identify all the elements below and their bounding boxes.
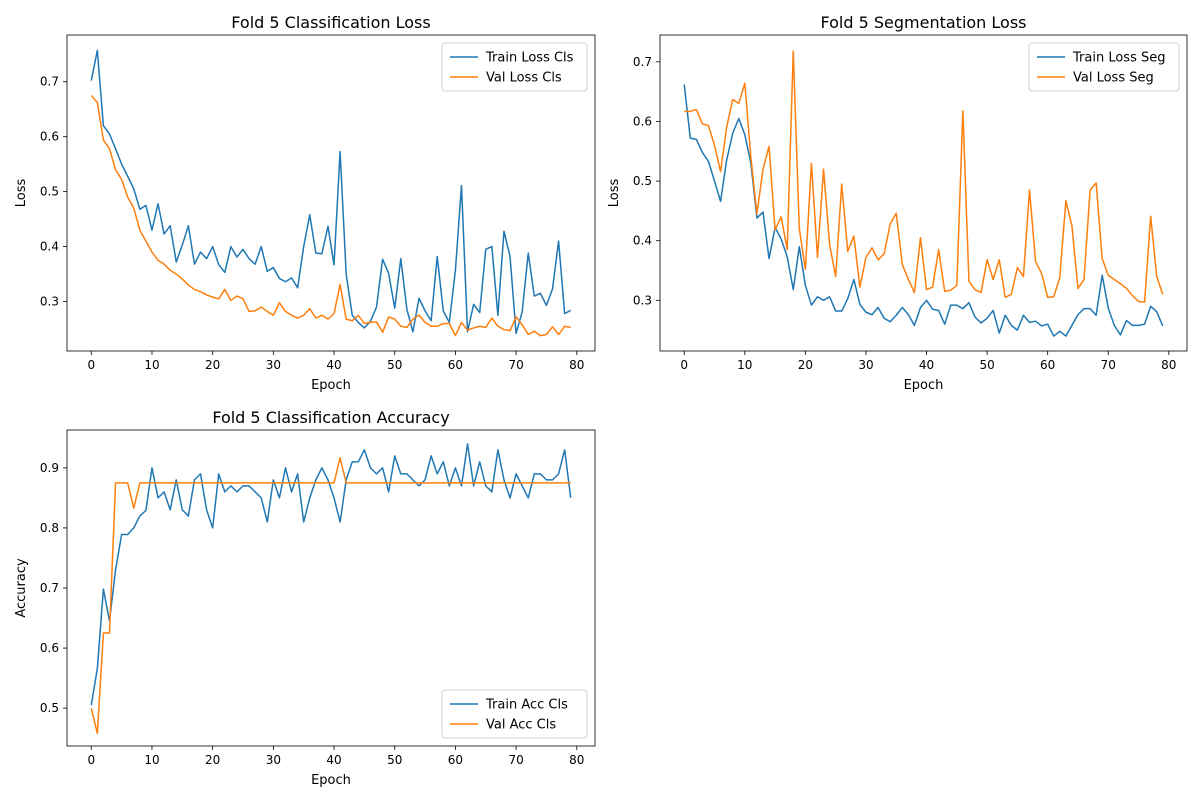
seg-loss-title: Fold 5 Segmentation Loss bbox=[820, 13, 1026, 32]
cls-acc-series-train-line bbox=[90, 443, 572, 706]
cls-loss-x-axis-label: Epoch bbox=[311, 378, 351, 393]
cls-acc-legend-entry: Train Acc Cls bbox=[485, 698, 568, 713]
seg-loss-legend-entry: Val Loss Seg bbox=[1073, 71, 1154, 86]
cls-acc-x-tick-label: 40 bbox=[326, 753, 341, 767]
cls-acc-x-tick-label: 60 bbox=[448, 753, 463, 767]
seg-loss-y-tick-label: 0.7 bbox=[633, 55, 652, 69]
cls-acc-legend-entry: Val Acc Cls bbox=[486, 718, 556, 733]
cls-loss-x-tick-label: 40 bbox=[326, 358, 341, 372]
cls-loss-y-tick-label: 0.7 bbox=[40, 75, 59, 89]
seg-loss-y-tick-label: 0.6 bbox=[633, 114, 652, 128]
cls-loss-title: Fold 5 Classification Loss bbox=[231, 13, 430, 32]
cls-acc-y-tick-label: 0.7 bbox=[40, 581, 59, 595]
cls-acc-x-tick-label: 80 bbox=[569, 753, 584, 767]
cls-loss-x-tick-label: 50 bbox=[387, 358, 402, 372]
cls-loss-y-axis-label: Loss bbox=[14, 179, 29, 208]
cls-acc-y-tick-label: 0.6 bbox=[40, 641, 59, 655]
seg-loss-y-axis-label: Loss bbox=[607, 179, 622, 208]
seg-loss-x-tick-label: 0 bbox=[680, 358, 688, 372]
cls-acc-x-tick-label: 50 bbox=[387, 753, 402, 767]
cls-acc-y-tick-label: 0.8 bbox=[40, 521, 59, 535]
chart-cls-loss: Fold 5 Classification Loss 0 10 20 30 40 50 60 7… bbox=[14, 13, 596, 393]
seg-loss-x-tick-label: 40 bbox=[919, 358, 934, 372]
seg-loss-x-tick-label: 50 bbox=[979, 358, 994, 372]
seg-loss-x-axis-label: Epoch bbox=[904, 378, 944, 393]
cls-loss-x-tick-label: 60 bbox=[448, 358, 463, 372]
cls-loss-y-tick-label: 0.5 bbox=[40, 185, 59, 199]
cls-loss-y-tick-label: 0.6 bbox=[40, 130, 59, 144]
cls-loss-series-val-line bbox=[90, 94, 571, 337]
cls-acc-x-tick-label: 20 bbox=[205, 753, 220, 767]
cls-acc-y-axis-label: Accuracy bbox=[14, 558, 29, 618]
seg-loss-legend-entry: Train Loss Seg bbox=[1072, 51, 1165, 66]
chart-seg-loss: Fold 5 Segmentation Loss 0 10 20 30 40 50 60 70 8… bbox=[607, 13, 1188, 393]
cls-loss-y-tick-label: 0.3 bbox=[40, 295, 59, 309]
chart-cls-acc: Fold 5 Classification Accuracy 0 10 20 30 40 5… bbox=[14, 408, 596, 788]
cls-loss-legend-box bbox=[441, 42, 588, 92]
seg-loss-series-train-line bbox=[683, 84, 1164, 337]
cls-acc-x-tick-label: 0 bbox=[87, 753, 95, 767]
cls-acc-x-axis-label: Epoch bbox=[311, 773, 351, 788]
cls-loss-x-tick-label: 70 bbox=[508, 358, 523, 372]
seg-loss-y-tick-label: 0.3 bbox=[633, 293, 652, 307]
seg-loss-x-tick-label: 70 bbox=[1101, 358, 1116, 372]
seg-loss-x-tick-label: 80 bbox=[1161, 358, 1176, 372]
cls-acc-y-tick-label: 0.9 bbox=[40, 461, 59, 475]
cls-loss-legend-entry: Train Loss Cls bbox=[485, 51, 574, 66]
cls-loss-x-tick-label: 0 bbox=[87, 358, 95, 372]
cls-loss-series-train-line bbox=[90, 49, 572, 335]
seg-loss-x-tick-label: 20 bbox=[798, 358, 813, 372]
cls-acc-x-tick-label: 30 bbox=[266, 753, 281, 767]
seg-loss-y-tick-label: 0.5 bbox=[633, 174, 652, 188]
seg-loss-plot-frame bbox=[659, 34, 1188, 352]
seg-loss-x-tick-label: 60 bbox=[1040, 358, 1055, 372]
cls-acc-legend-box bbox=[441, 689, 588, 739]
seg-loss-legend-box bbox=[1028, 42, 1180, 92]
seg-loss-y-tick-label: 0.4 bbox=[633, 234, 652, 248]
cls-acc-title: Fold 5 Classification Accuracy bbox=[212, 408, 449, 427]
cls-acc-x-tick-label: 10 bbox=[144, 753, 159, 767]
seg-loss-legend: Train Loss Seg Val Loss Seg bbox=[1028, 42, 1180, 92]
cls-loss-legend: Train Loss Cls Val Loss Cls bbox=[441, 42, 588, 92]
cls-loss-x-tick-label: 20 bbox=[205, 358, 220, 372]
seg-loss-x-tick-label: 30 bbox=[858, 358, 873, 372]
cls-loss-x-tick-label: 10 bbox=[144, 358, 159, 372]
seg-loss-series-val-line bbox=[684, 50, 1164, 303]
cls-loss-x-tick-label: 30 bbox=[266, 358, 281, 372]
cls-loss-legend-entry: Val Loss Cls bbox=[486, 71, 562, 86]
cls-acc-x-tick-label: 70 bbox=[508, 753, 523, 767]
seg-loss-x-tick-label: 10 bbox=[737, 358, 752, 372]
cls-acc-legend: Train Acc Cls Val Acc Cls bbox=[441, 689, 588, 739]
cls-loss-x-tick-label: 80 bbox=[569, 358, 584, 372]
cls-acc-series-val-line bbox=[90, 456, 571, 735]
cls-loss-plot-frame bbox=[66, 34, 596, 352]
cls-loss-y-tick-label: 0.4 bbox=[40, 240, 59, 254]
cls-acc-y-tick-label: 0.5 bbox=[40, 701, 59, 715]
